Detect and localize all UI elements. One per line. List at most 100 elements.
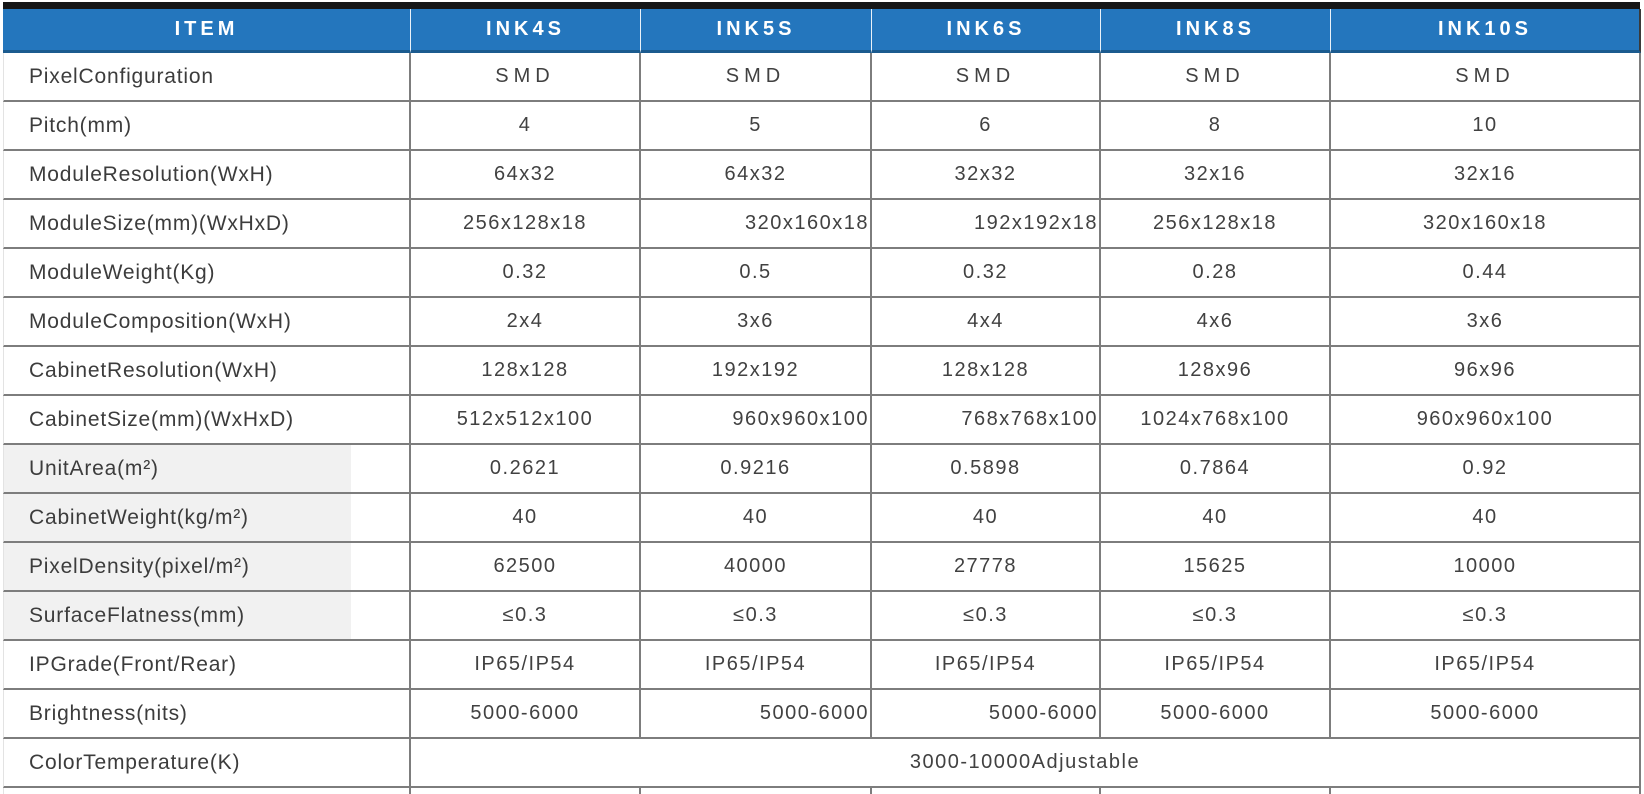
data-cell: 192x192x18 xyxy=(872,200,1101,249)
data-cell: 5000-6000 xyxy=(872,690,1101,739)
row-stub xyxy=(411,788,641,794)
spec-table: ITEM INK4S INK5S INK6S INK8S INK10S PixelConf… xyxy=(3,9,1641,794)
data-cell: 40000 xyxy=(641,543,872,592)
row-label: ModuleWeight(Kg) xyxy=(3,249,411,298)
data-cell: 5 xyxy=(641,102,872,151)
data-cell: 0.28 xyxy=(1101,249,1331,298)
data-cell: 0.5898 xyxy=(872,445,1101,494)
data-cell: 0.32 xyxy=(872,249,1101,298)
data-cell: 768x768x100 xyxy=(872,396,1101,445)
row-label: PixelConfiguration xyxy=(3,53,411,102)
data-cell: 32x16 xyxy=(1101,151,1331,200)
row-label: Brightness(nits) xyxy=(3,690,411,739)
data-cell: 5000-6000 xyxy=(641,690,872,739)
data-cell: 320x160x18 xyxy=(1331,200,1641,249)
data-cell: 320x160x18 xyxy=(641,200,872,249)
row-label: ModuleResolution(WxH) xyxy=(3,151,411,200)
data-cell: 0.5 xyxy=(641,249,872,298)
data-cell: 3x6 xyxy=(641,298,872,347)
data-cell: 3x6 xyxy=(1331,298,1641,347)
data-cell: 40 xyxy=(1101,494,1331,543)
row-stub xyxy=(1331,788,1641,794)
data-cell: 0.92 xyxy=(1331,445,1641,494)
header-cell-ink5s: INK5S xyxy=(641,9,872,53)
row-label: CabinetWeight(kg/m²) xyxy=(3,494,411,543)
data-cell: 0.9216 xyxy=(641,445,872,494)
data-cell: 1024x768x100 xyxy=(1101,396,1331,445)
data-cell: 4 xyxy=(411,102,641,151)
row-label: UnitArea(m²) xyxy=(3,445,411,494)
data-cell: ≤0.3 xyxy=(1101,592,1331,641)
data-cell: 5000-6000 xyxy=(411,690,641,739)
data-cell: 0.44 xyxy=(1331,249,1641,298)
data-cell: 5000-6000 xyxy=(1101,690,1331,739)
data-cell: 40 xyxy=(1331,494,1641,543)
data-cell: 192x192 xyxy=(641,347,872,396)
row-stub xyxy=(872,788,1101,794)
data-cell: 40 xyxy=(872,494,1101,543)
data-cell: SMD xyxy=(872,53,1101,102)
data-cell-merged: 3000-10000Adjustable xyxy=(411,739,1641,788)
data-cell: 256x128x18 xyxy=(1101,200,1331,249)
data-cell: IP65/IP54 xyxy=(1331,641,1641,690)
data-cell: ≤0.3 xyxy=(872,592,1101,641)
data-cell: 8 xyxy=(1101,102,1331,151)
data-cell: IP65/IP54 xyxy=(641,641,872,690)
data-cell: 27778 xyxy=(872,543,1101,592)
data-cell: 4x4 xyxy=(872,298,1101,347)
data-cell: SMD xyxy=(641,53,872,102)
data-cell: 960x960x100 xyxy=(1331,396,1641,445)
data-cell: 15625 xyxy=(1101,543,1331,592)
data-cell: 960x960x100 xyxy=(641,396,872,445)
row-label: IPGrade(Front/Rear) xyxy=(3,641,411,690)
data-cell: ≤0.3 xyxy=(641,592,872,641)
data-cell: 512x512x100 xyxy=(411,396,641,445)
data-cell: 4x6 xyxy=(1101,298,1331,347)
data-cell: SMD xyxy=(1331,53,1641,102)
data-cell: IP65/IP54 xyxy=(411,641,641,690)
data-cell: ≤0.3 xyxy=(1331,592,1641,641)
header-cell-ink10s: INK10S xyxy=(1331,9,1641,53)
data-cell: 0.7864 xyxy=(1101,445,1331,494)
top-border-bar xyxy=(3,2,1640,9)
data-cell: 10000 xyxy=(1331,543,1641,592)
data-cell: IP65/IP54 xyxy=(872,641,1101,690)
row-stub xyxy=(641,788,872,794)
data-cell: 5000-6000 xyxy=(1331,690,1641,739)
header-cell-ink6s: INK6S xyxy=(872,9,1101,53)
row-label: ColorTemperature(K) xyxy=(3,739,411,788)
data-cell: 32x32 xyxy=(872,151,1101,200)
data-cell: 128x128 xyxy=(411,347,641,396)
data-cell: 96x96 xyxy=(1331,347,1641,396)
data-cell: 10 xyxy=(1331,102,1641,151)
data-cell: 64x32 xyxy=(641,151,872,200)
data-cell: 0.32 xyxy=(411,249,641,298)
data-cell: 0.2621 xyxy=(411,445,641,494)
data-cell: 40 xyxy=(641,494,872,543)
data-cell: 6 xyxy=(872,102,1101,151)
data-cell: 32x16 xyxy=(1331,151,1641,200)
header-cell-ink4s: INK4S xyxy=(411,9,641,53)
data-cell: IP65/IP54 xyxy=(1101,641,1331,690)
row-stub xyxy=(1101,788,1331,794)
data-cell: 40 xyxy=(411,494,641,543)
data-cell: ≤0.3 xyxy=(411,592,641,641)
row-label: Pitch(mm) xyxy=(3,102,411,151)
header-cell-item: ITEM xyxy=(3,9,411,53)
row-label: SurfaceFlatness(mm) xyxy=(3,592,411,641)
row-stub xyxy=(3,788,411,794)
header-cell-ink8s: INK8S xyxy=(1101,9,1331,53)
data-cell: 62500 xyxy=(411,543,641,592)
data-cell: SMD xyxy=(1101,53,1331,102)
data-cell: 128x96 xyxy=(1101,347,1331,396)
row-label: ModuleComposition(WxH) xyxy=(3,298,411,347)
row-label: CabinetResolution(WxH) xyxy=(3,347,411,396)
data-cell: 64x32 xyxy=(411,151,641,200)
row-label: ModuleSize(mm)(WxHxD) xyxy=(3,200,411,249)
row-label: CabinetSize(mm)(WxHxD) xyxy=(3,396,411,445)
data-cell: 256x128x18 xyxy=(411,200,641,249)
row-label: PixelDensity(pixel/m²) xyxy=(3,543,411,592)
data-cell: 128x128 xyxy=(872,347,1101,396)
data-cell: SMD xyxy=(411,53,641,102)
